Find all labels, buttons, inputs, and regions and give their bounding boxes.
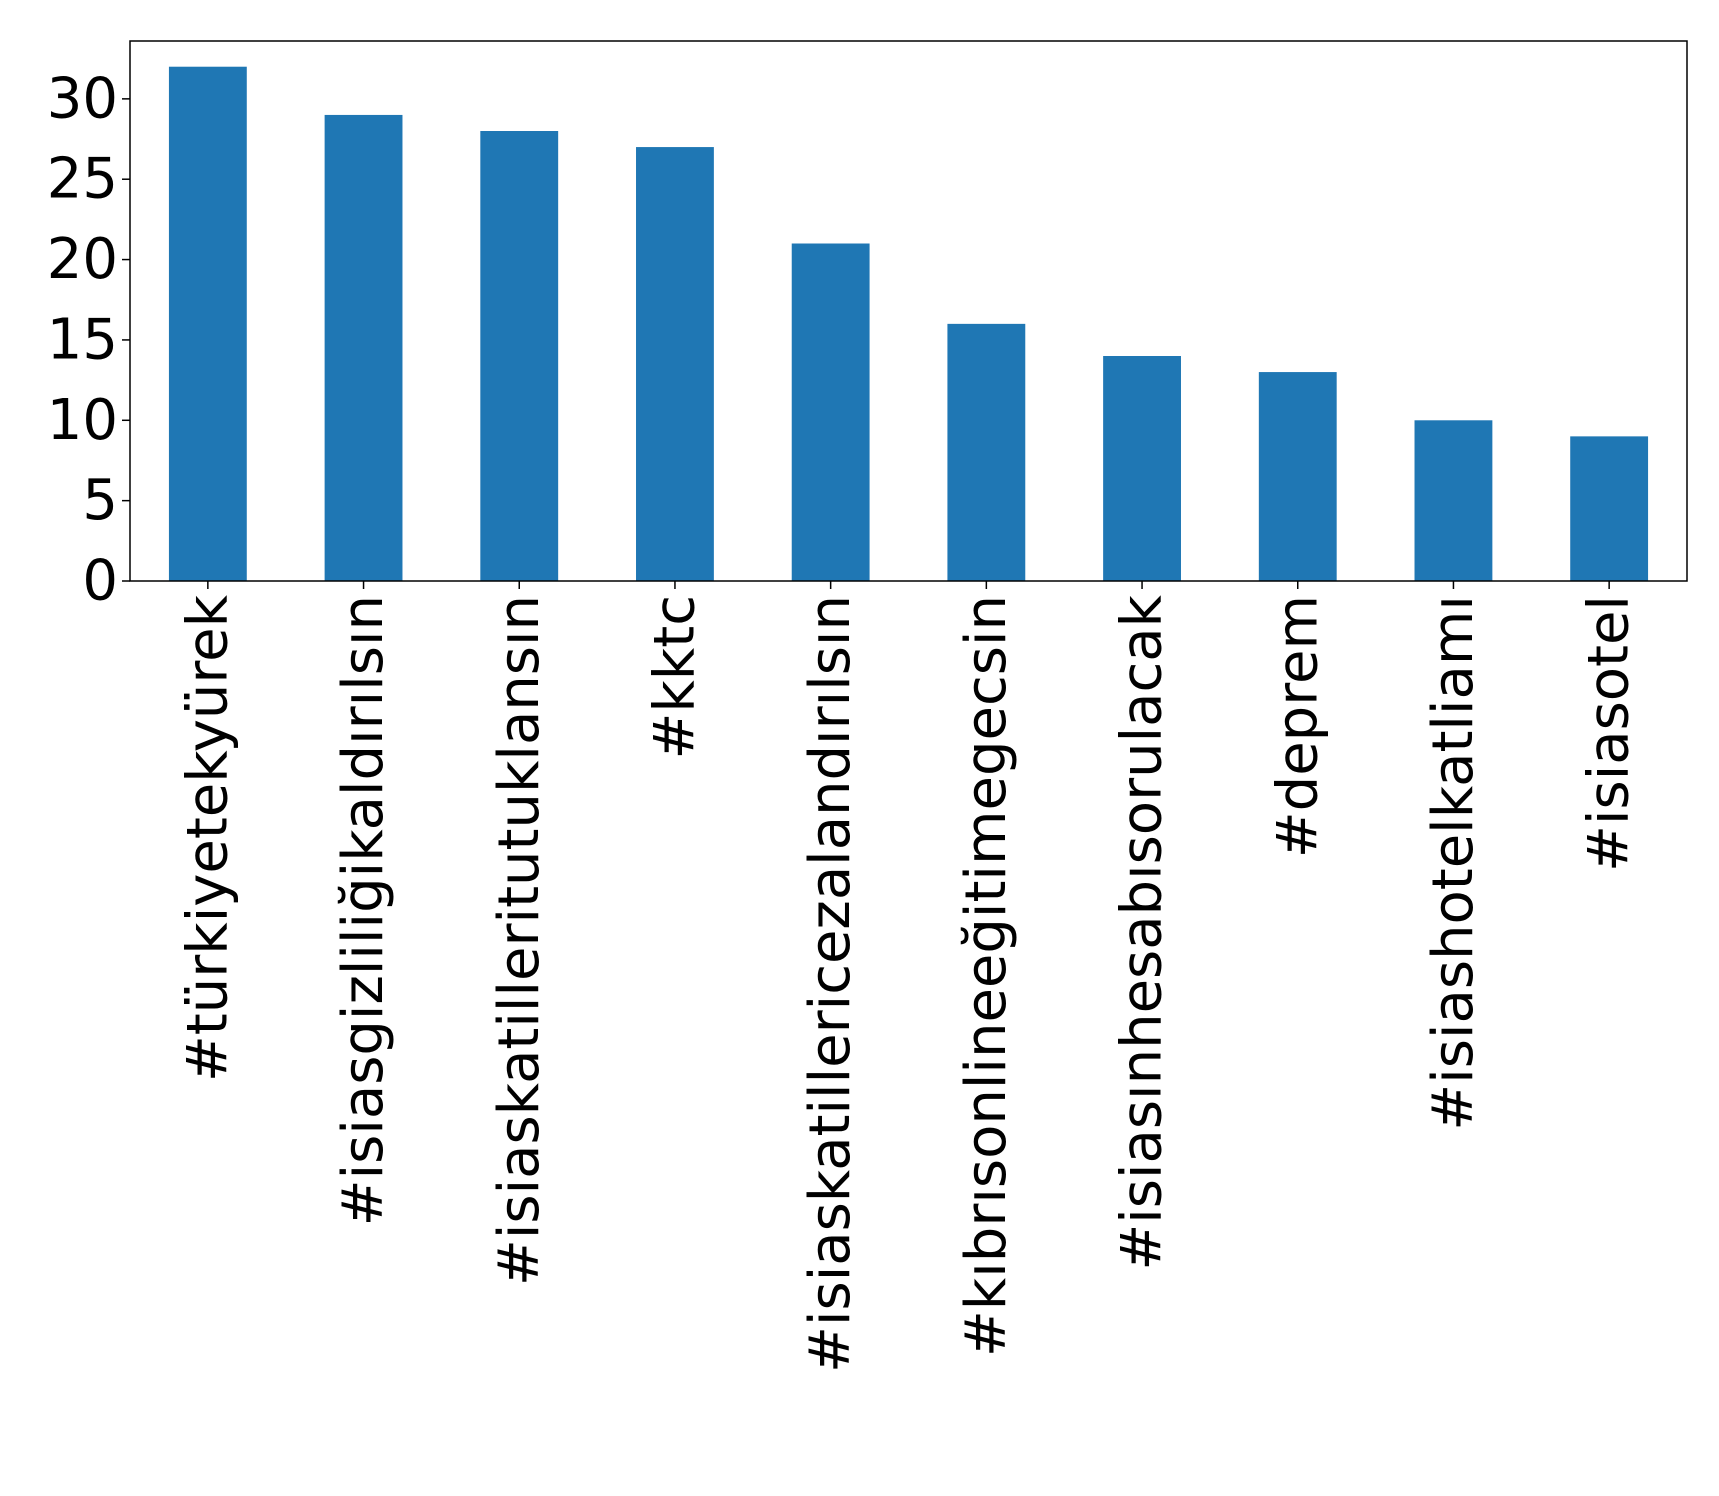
x-tick-label: #isiaskatillericezalandırılsın [798, 595, 863, 1373]
bar [1570, 436, 1649, 581]
y-tick-label: 30 [47, 66, 118, 131]
bar [480, 131, 559, 581]
bar [1103, 356, 1181, 581]
bar [636, 147, 714, 581]
bars [168, 66, 1649, 582]
y-tick-label: 5 [82, 468, 118, 533]
y-tick-label: 15 [47, 307, 118, 372]
y-tick-label: 10 [47, 388, 118, 453]
x-tick-label: #isiasgizliliğikaldırılsın [331, 595, 396, 1226]
x-tick-label: #isiashotelkatliamı [1421, 595, 1486, 1131]
y-tick-label: 20 [47, 227, 118, 292]
bar [791, 243, 870, 581]
plot-frame [129, 40, 1688, 582]
x-axis: #türkiyetekyürek #isiasgizliliğikaldırıls… [175, 581, 1642, 1373]
x-tick-label: #kıbrısonlineeğitimegecsin [954, 595, 1019, 1357]
x-tick-label: #isiasotel [1577, 595, 1642, 872]
y-tick-label: 25 [47, 147, 118, 212]
x-tick-label: #türkiyetekyürek [175, 594, 240, 1082]
x-tick-label: #isiasınhesabısorulacak [1110, 594, 1175, 1270]
bar [324, 114, 403, 582]
x-tick-label: #kktc [642, 595, 707, 760]
y-axis: 0 5 10 15 20 25 30 [47, 66, 130, 614]
x-tick-label: #isiaskatilleritutuklansın [487, 595, 552, 1286]
bar [168, 66, 247, 581]
bar [947, 323, 1026, 581]
y-tick-label: 0 [82, 549, 118, 614]
x-tick-label: #deprem [1265, 595, 1330, 858]
bar [1258, 372, 1337, 581]
bar [1414, 420, 1493, 581]
